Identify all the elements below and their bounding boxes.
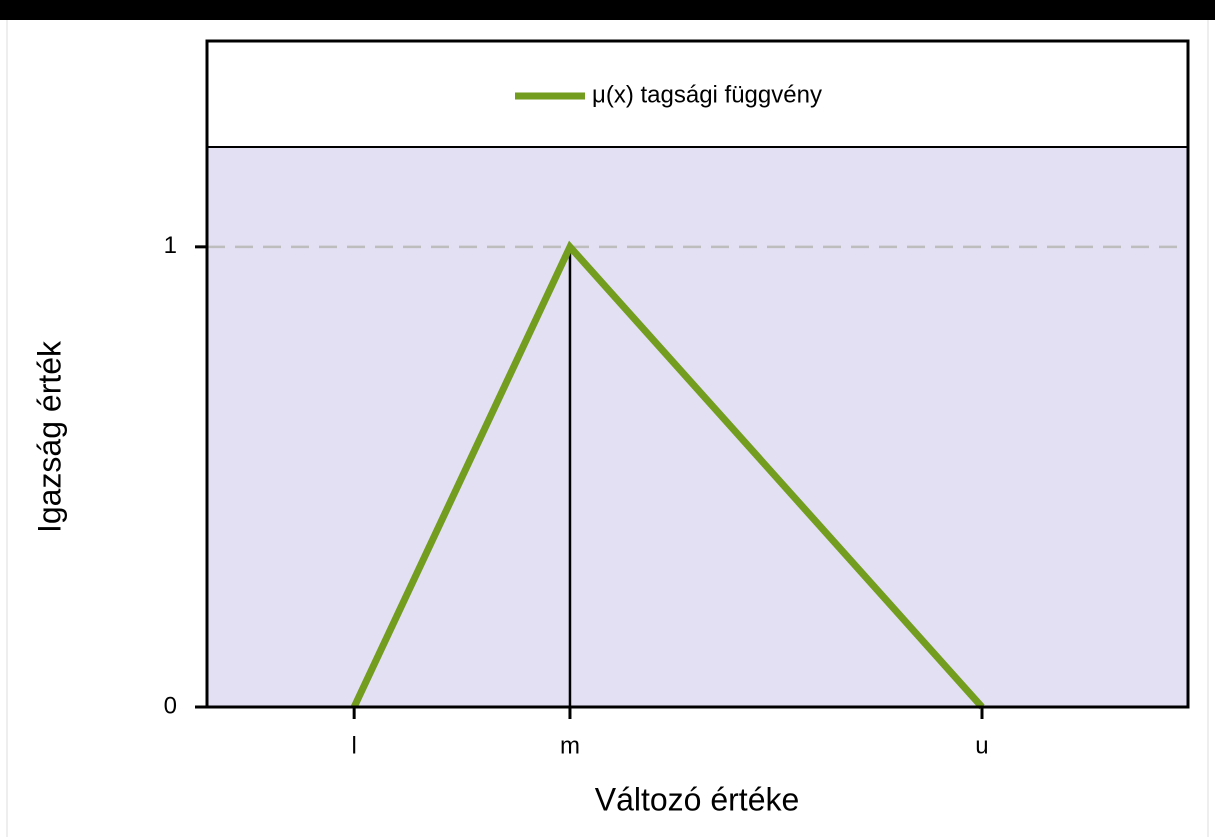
x-axis-label: Változó értéke: [595, 781, 800, 817]
x-tick-label: l: [351, 732, 356, 759]
x-tick-label: m: [560, 732, 580, 759]
legend-box: [207, 41, 1188, 147]
y-axis-label: Igazság érték: [31, 340, 67, 533]
series-line: [350, 240, 985, 710]
top-bar: [0, 0, 1215, 20]
legend-label: μ(x) tagsági függvény: [592, 81, 822, 108]
plot: [207, 240, 1188, 710]
y-tick-label: 0: [164, 692, 177, 719]
y-tick-label: 1: [164, 232, 177, 259]
x-tick-label: u: [975, 732, 988, 759]
frame: [205, 39, 1190, 709]
plot-background: [207, 147, 1188, 707]
